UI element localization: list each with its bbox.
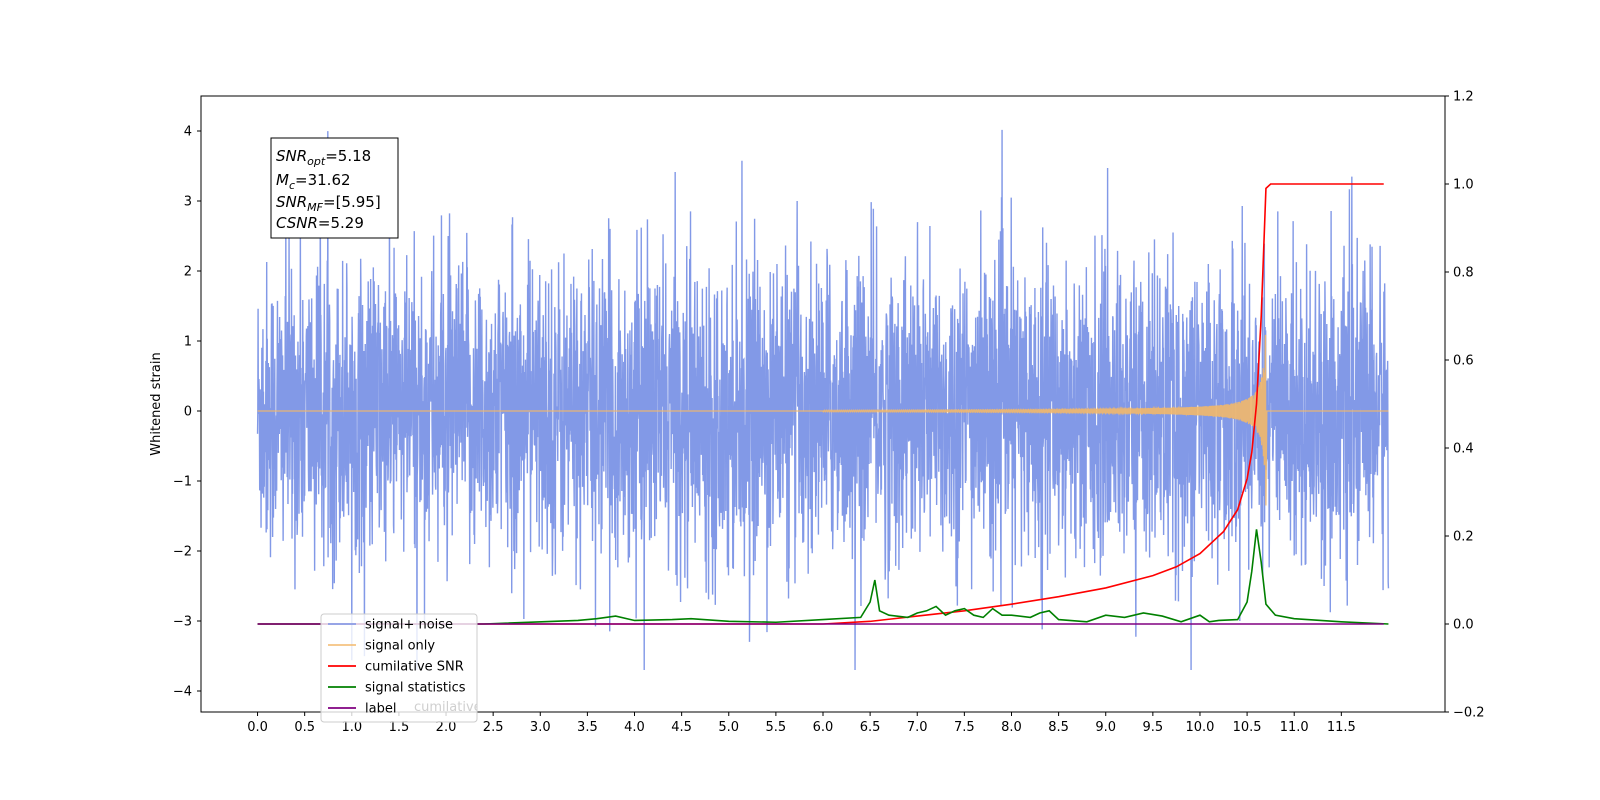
legend-items: signal+ noise signal only cumilative SNR si… [328,618,466,717]
legend-item-cumulative-snr: cumilative SNR [328,660,464,675]
legend-label: signal+ noise [365,618,453,633]
series-cumulative-snr [257,183,1384,625]
y2-tick-label: 1.0 [1453,178,1474,193]
x-tick-label: 3.0 [530,720,551,735]
x-tick-label: 3.5 [577,720,598,735]
x-tick-label: 2.0 [436,720,457,735]
y2-tick-label: 0.2 [1453,530,1474,545]
legend-label: label [365,702,396,717]
x-tick-label: 6.0 [813,720,834,735]
y-tick-label: 1 [184,335,192,350]
x-tick-label: 5.5 [766,720,787,735]
mc-text: Mc=31.62 [276,171,351,192]
legend-label: signal only [365,639,435,654]
legend: signal+ noise signal only cumilative SNR si… [320,613,513,723]
snr-mf-text: SNRMF=[5.95] [276,193,381,214]
y-tick-label: 0 [184,405,192,420]
y-axis-label: Whitened strain [149,352,164,455]
x-tick-label: 4.0 [624,720,645,735]
y2-tick-label: 0.6 [1453,354,1474,369]
x-tick-label: 8.0 [1001,720,1022,735]
snr-opt-text: SNRopt=5.18 [276,147,371,168]
x-tick-label: 10.5 [1233,720,1262,735]
x-tick-label: 9.0 [1095,720,1116,735]
x-tick-label: 7.5 [954,720,975,735]
x-tick-label: 11.5 [1327,720,1356,735]
y-tick-label: 2 [184,265,192,280]
x-tick-label: 11.0 [1280,720,1309,735]
y-tick-label: 3 [184,195,192,210]
x-tick-label: 0.5 [294,720,315,735]
legend-item-signal-statistics: signal statistics [328,681,466,696]
legend-label: cumilative SNR [365,660,464,675]
x-tick-label: 1.0 [341,720,362,735]
x-tick-label: 8.5 [1048,720,1069,735]
x-tick-label: 10.0 [1185,720,1214,735]
y-tick-label: −2 [173,545,192,560]
x-tick-label: 1.5 [389,720,410,735]
y2-tick-label: 0.8 [1453,266,1474,281]
x-axis: 0.0 0.5 1.0 1.5 2.0 2.5 3.0 3.5 4.0 4.5 5.0 5.5 6.0 6… [247,712,1356,735]
legend-frame [320,613,478,723]
info-box: SNRopt=5.18 Mc=31.62 SNRMF=[5.95] CSNR=5… [270,137,399,239]
y-tick-label: −3 [173,615,192,630]
x-tick-label: 4.5 [671,720,692,735]
info-box-frame [270,137,399,239]
series-signal-statistics [257,529,1389,625]
csnr-text: CSNR=5.29 [276,214,364,232]
series-layer [256,129,1390,671]
x-tick-label: 2.5 [483,720,504,735]
x-tick-label: 5.0 [718,720,739,735]
x-tick-label: 0.0 [247,720,268,735]
y-axis-left: 4 3 2 1 0 −1 −2 −3 −4 [173,125,201,700]
y2-tick-label: −0.2 [1453,706,1485,721]
legend-item-label: label [328,702,396,717]
y2-tick-label: 0.4 [1453,442,1474,457]
x-tick-label: 6.5 [860,720,881,735]
series-signal-only [257,334,1389,506]
legend-overlap-text: cumilative SNR [414,700,513,715]
y-tick-label: 4 [184,125,192,140]
y-tick-label: −1 [173,475,192,490]
legend-label: signal statistics [365,681,466,696]
x-tick-label: 7.0 [907,720,928,735]
legend-item-signal-only: signal only [328,639,435,654]
y2-tick-label: 1.2 [1453,90,1474,105]
series-signal-noise [256,129,1390,671]
y-axis-right: 1.2 1.0 0.8 0.6 0.4 0.2 0.0 −0.2 [1445,90,1485,721]
legend-item-signal-noise: signal+ noise [328,618,453,633]
y2-tick-label: 0.0 [1453,618,1474,633]
x-tick-label: 9.5 [1143,720,1164,735]
y-tick-label: −4 [173,685,192,700]
